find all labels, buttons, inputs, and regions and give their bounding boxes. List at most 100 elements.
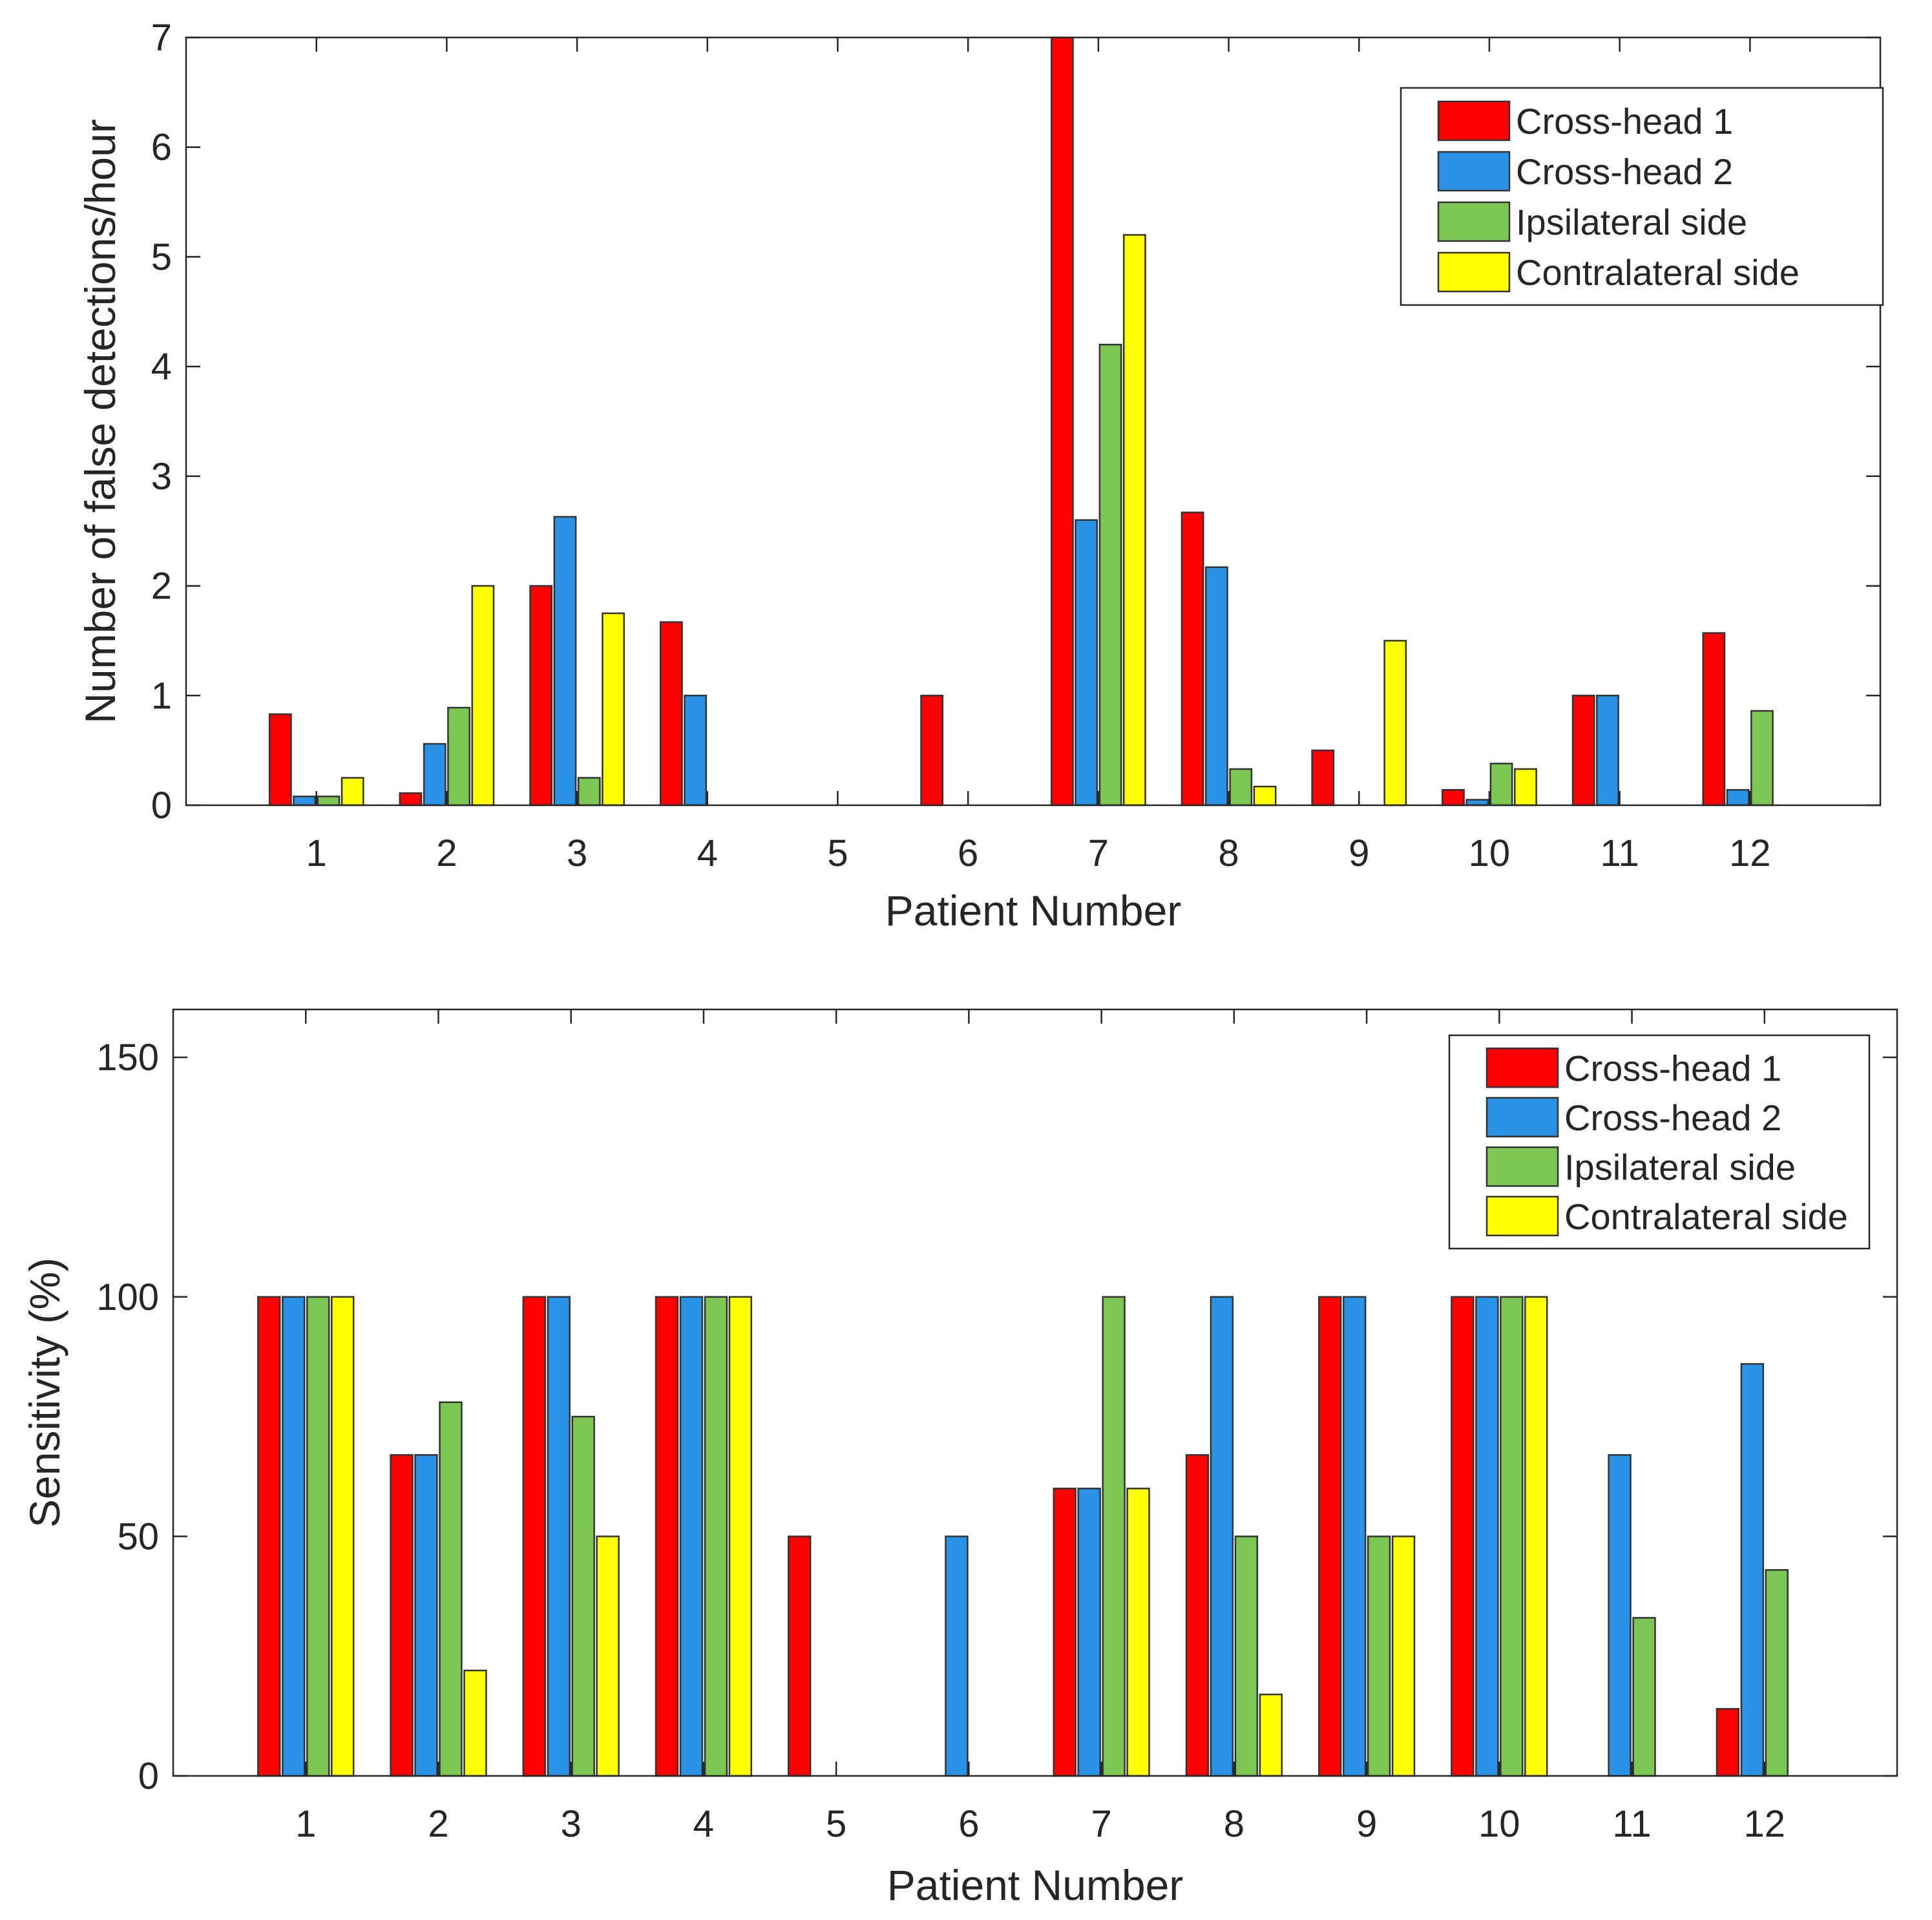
x-tick-label: 2 bbox=[428, 1803, 448, 1845]
x-tick-label: 8 bbox=[1224, 1803, 1244, 1845]
x-tick-label: 12 bbox=[1744, 1803, 1786, 1845]
bar-ipsilateral-side-patient-11 bbox=[1632, 1617, 1656, 1777]
y-tick-label: 2 bbox=[151, 565, 172, 607]
bar-contralateral-side-patient-2 bbox=[471, 585, 495, 807]
legend-swatch-ipsilateral-side bbox=[1486, 1146, 1559, 1187]
bar-cross-head-2-patient-12 bbox=[1740, 1363, 1765, 1777]
bar-ipsilateral-side-patient-7 bbox=[1098, 343, 1122, 807]
bar-cross-head-1-patient-7 bbox=[1050, 36, 1074, 807]
x-tick-label: 7 bbox=[1091, 1803, 1111, 1845]
y-axis-title: Number of false detections/hour bbox=[76, 119, 124, 724]
bar-cross-head-2-patient-3 bbox=[553, 516, 577, 807]
x-tick-label: 7 bbox=[1088, 832, 1109, 874]
x-tick-label: 2 bbox=[436, 832, 457, 874]
bar-cross-head-1-patient-3 bbox=[529, 585, 553, 807]
bar-cross-head-2-patient-7 bbox=[1077, 1488, 1101, 1777]
x-tick-label: 11 bbox=[1612, 1803, 1651, 1845]
bar-contralateral-side-patient-2 bbox=[463, 1669, 487, 1777]
legend-label-cross-head-1: Cross-head 1 bbox=[1564, 1048, 1781, 1088]
bar-ipsilateral-side-patient-7 bbox=[1102, 1296, 1126, 1777]
bar-contralateral-side-patient-4 bbox=[728, 1296, 753, 1777]
bar-cross-head-1-patient-12 bbox=[1716, 1707, 1740, 1777]
bar-cross-head-2-patient-2 bbox=[423, 743, 446, 807]
bar-cross-head-1-patient-2 bbox=[390, 1454, 414, 1777]
bar-cross-head-2-patient-2 bbox=[414, 1454, 438, 1777]
bar-ipsilateral-side-patient-9 bbox=[1367, 1535, 1391, 1777]
bar-cross-head-1-patient-1 bbox=[268, 713, 292, 807]
y-tick-label: 4 bbox=[151, 346, 172, 388]
bar-cross-head-2-patient-12 bbox=[1726, 788, 1750, 807]
bar-cross-head-1-patient-9 bbox=[1311, 749, 1335, 807]
axes-box bbox=[185, 36, 1882, 807]
legend-label-cross-head-1: Cross-head 1 bbox=[1516, 101, 1733, 142]
bar-cross-head-1-patient-3 bbox=[522, 1296, 546, 1777]
y-tick-label: 6 bbox=[151, 127, 172, 169]
y-tick-label: 0 bbox=[138, 1755, 159, 1797]
x-tick-label: 11 bbox=[1601, 832, 1639, 874]
bar-cross-head-2-patient-8 bbox=[1210, 1296, 1234, 1777]
legend-swatch-cross-head-1 bbox=[1437, 100, 1511, 142]
bar-cross-head-1-patient-9 bbox=[1318, 1296, 1342, 1777]
legend: Cross-head 1 Cross-head 2 Ipsilateral side… bbox=[1400, 87, 1884, 306]
legend-label-cross-head-2: Cross-head 2 bbox=[1564, 1097, 1781, 1138]
x-tick-label: 5 bbox=[826, 1803, 846, 1845]
legend-swatch-cross-head-2 bbox=[1486, 1097, 1559, 1137]
legend-swatch-contralateral-side bbox=[1437, 251, 1511, 293]
bar-ipsilateral-side-patient-3 bbox=[571, 1415, 595, 1777]
x-axis-title: Patient Number bbox=[885, 887, 1182, 934]
x-tick-label: 6 bbox=[958, 1803, 979, 1845]
bar-cross-head-2-patient-4 bbox=[684, 695, 708, 807]
bar-ipsilateral-side-patient-12 bbox=[1750, 710, 1774, 807]
bar-cross-head-2-patient-10 bbox=[1475, 1296, 1499, 1777]
bar-ipsilateral-side-patient-2 bbox=[447, 706, 470, 807]
y-tick-label: 150 bbox=[96, 1037, 159, 1079]
y-tick-label: 3 bbox=[151, 456, 172, 498]
bar-cross-head-1-patient-4 bbox=[655, 1296, 679, 1777]
bar-ipsilateral-side-patient-4 bbox=[704, 1296, 728, 1777]
bar-ipsilateral-side-patient-12 bbox=[1765, 1569, 1789, 1777]
legend: Cross-head 1 Cross-head 2 Ipsilateral side… bbox=[1448, 1034, 1871, 1250]
bar-contralateral-side-patient-3 bbox=[596, 1535, 620, 1777]
bar-cross-head-1-patient-5 bbox=[788, 1535, 812, 1777]
x-tick-label: 1 bbox=[306, 832, 327, 874]
bar-cross-head-2-patient-10 bbox=[1465, 799, 1489, 807]
legend-label-ipsilateral-side: Ipsilateral side bbox=[1516, 202, 1747, 242]
bar-cross-head-2-patient-11 bbox=[1596, 695, 1619, 807]
x-tick-label: 4 bbox=[697, 832, 718, 874]
bar-ipsilateral-side-patient-8 bbox=[1229, 768, 1253, 807]
bar-cross-head-1-patient-8 bbox=[1185, 1454, 1210, 1777]
legend-label-cross-head-2: Cross-head 2 bbox=[1516, 151, 1733, 192]
legend-label-contralateral-side: Contralateral side bbox=[1564, 1196, 1848, 1237]
x-tick-label: 3 bbox=[561, 1803, 582, 1845]
bar-ipsilateral-side-patient-1 bbox=[317, 796, 341, 807]
bar-ipsilateral-side-patient-1 bbox=[306, 1296, 330, 1777]
y-tick-label: 1 bbox=[151, 675, 172, 717]
bar-cross-head-2-patient-7 bbox=[1075, 519, 1098, 807]
y-tick-label: 0 bbox=[151, 785, 172, 827]
bar-cross-head-2-patient-6 bbox=[945, 1535, 969, 1777]
bar-ipsilateral-side-patient-2 bbox=[439, 1401, 463, 1777]
bar-cross-head-1-patient-8 bbox=[1181, 511, 1204, 807]
x-tick-label: 6 bbox=[958, 832, 978, 874]
bar-contralateral-side-patient-3 bbox=[602, 612, 625, 807]
bar-ipsilateral-side-patient-10 bbox=[1489, 763, 1513, 807]
x-tick-label: 12 bbox=[1729, 832, 1771, 874]
bar-cross-head-1-patient-1 bbox=[257, 1296, 281, 1777]
y-tick-label: 5 bbox=[151, 236, 172, 278]
bar-cross-head-2-patient-11 bbox=[1608, 1454, 1632, 1777]
bar-contralateral-side-patient-1 bbox=[331, 1296, 355, 1777]
bar-contralateral-side-patient-7 bbox=[1126, 1488, 1150, 1777]
bar-cross-head-1-patient-12 bbox=[1702, 632, 1726, 807]
x-tick-label: 9 bbox=[1356, 1803, 1377, 1845]
bar-cross-head-2-patient-4 bbox=[679, 1296, 704, 1777]
x-tick-label: 9 bbox=[1349, 832, 1369, 874]
bar-cross-head-1-patient-7 bbox=[1053, 1488, 1076, 1777]
y-tick-label: 100 bbox=[96, 1276, 159, 1318]
bar-cross-head-1-patient-6 bbox=[920, 695, 944, 807]
bar-contralateral-side-patient-10 bbox=[1514, 768, 1537, 807]
y-axis-title: Sensitivity (%) bbox=[21, 1258, 68, 1528]
x-tick-label: 4 bbox=[693, 1803, 714, 1845]
bar-contralateral-side-patient-7 bbox=[1122, 234, 1146, 807]
